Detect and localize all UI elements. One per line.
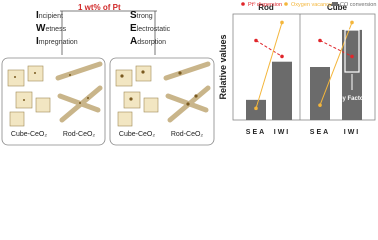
legend-label: CO conversion [340,2,376,8]
chart: Relative values Rod Cube SEA IWI SEA IWI Key F… [218,1,376,136]
figure: Relative values Rod Cube SEA IWI SEA IWI Key F… [1,1,376,146]
bar [272,61,292,120]
point [280,20,284,25]
method-word: Strong [130,10,153,21]
legend-swatch [241,2,245,6]
x-tick-label: SEA [246,129,266,136]
method-word: Impregnation [36,36,78,47]
method-word: Incipient [36,10,63,21]
support-label: Cube-CeO₂ [10,131,48,138]
support-label: Cube-CeO₂ [118,131,156,138]
x-tick-label: IWI [274,129,291,136]
point [318,38,322,43]
point [254,38,258,43]
support-label: Rod-CeO₂ [170,131,204,138]
series-line [255,22,283,109]
x-tick-label: IWI [344,129,361,136]
annotation: Key Factors [335,96,370,102]
loading-label: 1 wt% of Pt [78,3,121,12]
method-word: Wetness [36,23,67,34]
series-line [319,40,353,57]
point [280,54,284,59]
legend-label: Oxygen vacancy [291,2,332,8]
graphical-abstract: Relative values Rod Cube SEA IWI SEA IWI Key F… [0,0,378,147]
y-axis-label: Relative values [218,34,228,99]
point [318,103,322,107]
series-line [255,40,283,57]
annotation-box [344,29,360,73]
group-label: Cube [327,3,348,12]
legend-swatch [284,2,288,6]
pt-particles [14,70,198,106]
method-word: Electrostatic [130,23,171,34]
method-word: Adsorption [130,36,167,47]
group-label: Rod [258,3,274,12]
point [254,106,258,111]
x-tick-label: SEA [310,129,330,136]
bar [310,67,330,120]
point [350,20,354,25]
plot-frame [232,13,376,121]
series-line [319,22,353,106]
legend-label: Pt⁰ dispersion [248,1,282,8]
support-label: Rod-CeO₂ [62,131,96,138]
point [350,54,354,59]
legend-swatch [332,2,338,6]
diagram-shapes [1,10,215,146]
